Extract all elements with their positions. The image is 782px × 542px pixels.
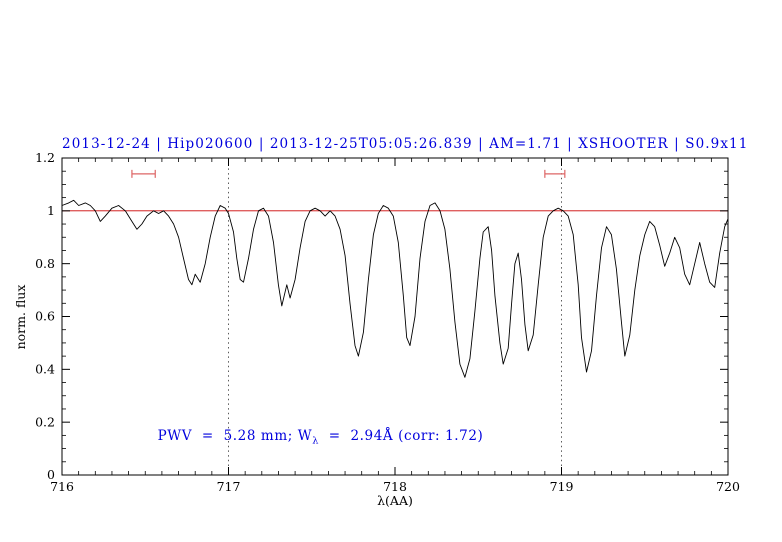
y-tick-label: 1 (47, 203, 55, 218)
x-tick-label: 717 (217, 479, 241, 494)
x-tick-label: 716 (50, 479, 74, 494)
y-tick-label: 1.2 (35, 150, 55, 165)
y-tick-label: 0.2 (35, 414, 55, 429)
y-axis-label: norm. flux (13, 285, 28, 350)
y-tick-label: 0 (47, 467, 55, 482)
y-tick-label: 0.6 (35, 309, 55, 324)
y-tick-label: 0.4 (35, 362, 55, 377)
pwv-annotation-suffix: = 2.94Å (corr: 1.72) (319, 428, 484, 444)
x-axis-label: λ(AA) (377, 493, 413, 508)
y-tick-label: 0.8 (35, 256, 55, 271)
plot-title: 2013-12-24 | Hip020600 | 2013-12-25T05:0… (62, 136, 749, 152)
pwv-annotation: PWV = 5.28 mm; Wλ = 2.94Å (corr: 1.72) (138, 412, 483, 463)
x-tick-label: 718 (383, 479, 407, 494)
spectrum-line (61, 199, 729, 378)
pwv-annotation-prefix: PWV = 5.28 mm; W (157, 428, 313, 444)
x-tick-label: 719 (550, 479, 574, 494)
pwv-annotation-lambda-sub: λ (312, 435, 319, 447)
x-tick-label: 720 (716, 479, 740, 494)
